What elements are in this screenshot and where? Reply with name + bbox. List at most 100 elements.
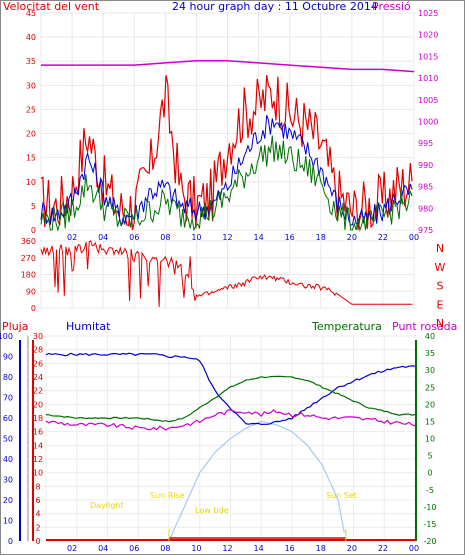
humidity-tick: 0 — [8, 537, 13, 546]
annotation-layer: Daylight Sun Rise Low tide Sun Set — [90, 491, 357, 515]
humidity-tick: 20 — [3, 496, 13, 505]
temperature-line — [45, 375, 416, 423]
bottom-x-tick: 12 — [222, 544, 232, 553]
temperature-tick: -5 — [426, 486, 434, 495]
temperature-label: Temperatura — [311, 320, 382, 333]
wind-left-tick: 15 — [26, 154, 36, 163]
wind-direction-line — [40, 240, 413, 308]
solar-curve — [168, 420, 345, 542]
wind-average-line — [40, 135, 413, 232]
temperature-tick: 5 — [427, 452, 432, 461]
humidity-tick: 30 — [3, 476, 13, 485]
sunrise-annotation: Sun Rise — [150, 491, 185, 500]
bottom-x-tick: 22 — [378, 544, 388, 553]
compass-label: S — [437, 280, 444, 293]
bottom-x-tick: 04 — [98, 544, 108, 553]
temperature-tick: 25 — [425, 383, 435, 392]
bottom-x-tick: 14 — [253, 544, 263, 553]
wind-x-tick: 14 — [253, 233, 263, 242]
direction-left-tick: 360 — [21, 237, 36, 246]
rain-tick: 30 — [33, 332, 43, 341]
wind-left-tick: 40 — [26, 33, 36, 42]
pressure-right-tick: 1010 — [418, 74, 438, 83]
pressure-right-tick: 1025 — [418, 9, 438, 18]
rain-tick: 22 — [33, 387, 43, 396]
grid-layer — [28, 12, 416, 542]
bottom-x-tick: 00 — [409, 544, 419, 553]
temperature-tick: 35 — [425, 349, 435, 358]
pressure-line — [41, 59, 415, 73]
rain-tick: 28 — [33, 346, 43, 355]
rain-tick: 12 — [33, 455, 43, 464]
wind-x-tick: 06 — [129, 233, 139, 242]
pressure-right-tick: 1015 — [418, 52, 438, 61]
humidity-tick: 60 — [3, 414, 13, 423]
wind-left-tick: 35 — [26, 57, 36, 66]
compass-label: W — [435, 261, 446, 274]
wind-x-tick: 10 — [191, 233, 201, 242]
compass-label: E — [437, 298, 444, 311]
wind-x-tick: 08 — [160, 233, 170, 242]
axes-layer: 0510152025303540459759809859909951000100… — [0, 9, 446, 553]
pressure-right-tick: 1000 — [418, 118, 438, 127]
bottom-x-tick: 16 — [285, 544, 295, 553]
rain-tick: 24 — [33, 373, 43, 382]
dewpoint-line — [45, 409, 416, 431]
wind-speed-label: Velocitat del vent — [3, 0, 100, 13]
temperature-tick: 30 — [425, 366, 435, 375]
wind-left-tick: 10 — [26, 178, 36, 187]
rain-tick: 8 — [35, 482, 40, 491]
bottom-x-tick: 06 — [129, 544, 139, 553]
rain-tick: 10 — [33, 469, 43, 478]
temperature-tick: -15 — [423, 520, 436, 529]
wind-left-tick: 25 — [26, 105, 36, 114]
humidity-tick: 40 — [3, 455, 13, 464]
humidity-tick: 90 — [3, 353, 13, 362]
rain-tick: 0 — [35, 537, 40, 546]
temperature-tick: 0 — [427, 469, 432, 478]
temperature-tick: -10 — [423, 503, 436, 512]
rain-tick: 6 — [35, 496, 40, 505]
wind-x-tick: 12 — [222, 233, 232, 242]
humidity-label: Humitat — [66, 320, 111, 333]
direction-left-tick: 270 — [21, 254, 36, 263]
humidity-tick: 80 — [3, 373, 13, 382]
wind-x-tick: 18 — [316, 233, 326, 242]
rain-tick: 20 — [33, 400, 43, 409]
wind-x-tick: 22 — [378, 233, 388, 242]
pressure-right-tick: 1005 — [418, 96, 438, 105]
rain-tick: 18 — [33, 414, 43, 423]
pressure-right-tick: 985 — [418, 183, 433, 192]
bottom-x-tick: 20 — [347, 544, 357, 553]
humidity-tick: 70 — [3, 394, 13, 403]
bottom-x-tick: 18 — [316, 544, 326, 553]
wind-left-tick: 45 — [26, 9, 36, 18]
humidity-tick: 100 — [0, 332, 13, 341]
bottom-x-tick: 02 — [67, 544, 77, 553]
rain-tick: 14 — [33, 441, 43, 450]
series-layer — [40, 59, 416, 542]
humidity-tick: 50 — [3, 435, 13, 444]
direction-left-tick: 180 — [21, 271, 36, 280]
rain-label: Pluja — [2, 320, 28, 333]
sunset-annotation: Sun Set — [326, 491, 357, 500]
wind-left-tick: 30 — [26, 81, 36, 90]
pressure-right-tick: 975 — [418, 226, 433, 235]
temperature-tick: 15 — [425, 417, 435, 426]
temperature-tick: 40 — [425, 332, 435, 341]
wind-speed-line — [40, 74, 413, 231]
bottom-x-tick: 10 — [191, 544, 201, 553]
pressure-right-tick: 995 — [418, 139, 433, 148]
wind-x-tick: 04 — [98, 233, 108, 242]
rain-tick: 26 — [33, 359, 43, 368]
wind-left-tick: 20 — [26, 130, 36, 139]
rain-tick: 16 — [33, 428, 43, 437]
temperature-tick: -20 — [423, 537, 436, 546]
wind-x-tick: 16 — [285, 233, 295, 242]
wind-left-tick: 0 — [31, 226, 36, 235]
wind-left-tick: 5 — [31, 202, 36, 211]
pressure-right-tick: 1020 — [418, 31, 438, 40]
direction-left-tick: 0 — [31, 304, 36, 313]
